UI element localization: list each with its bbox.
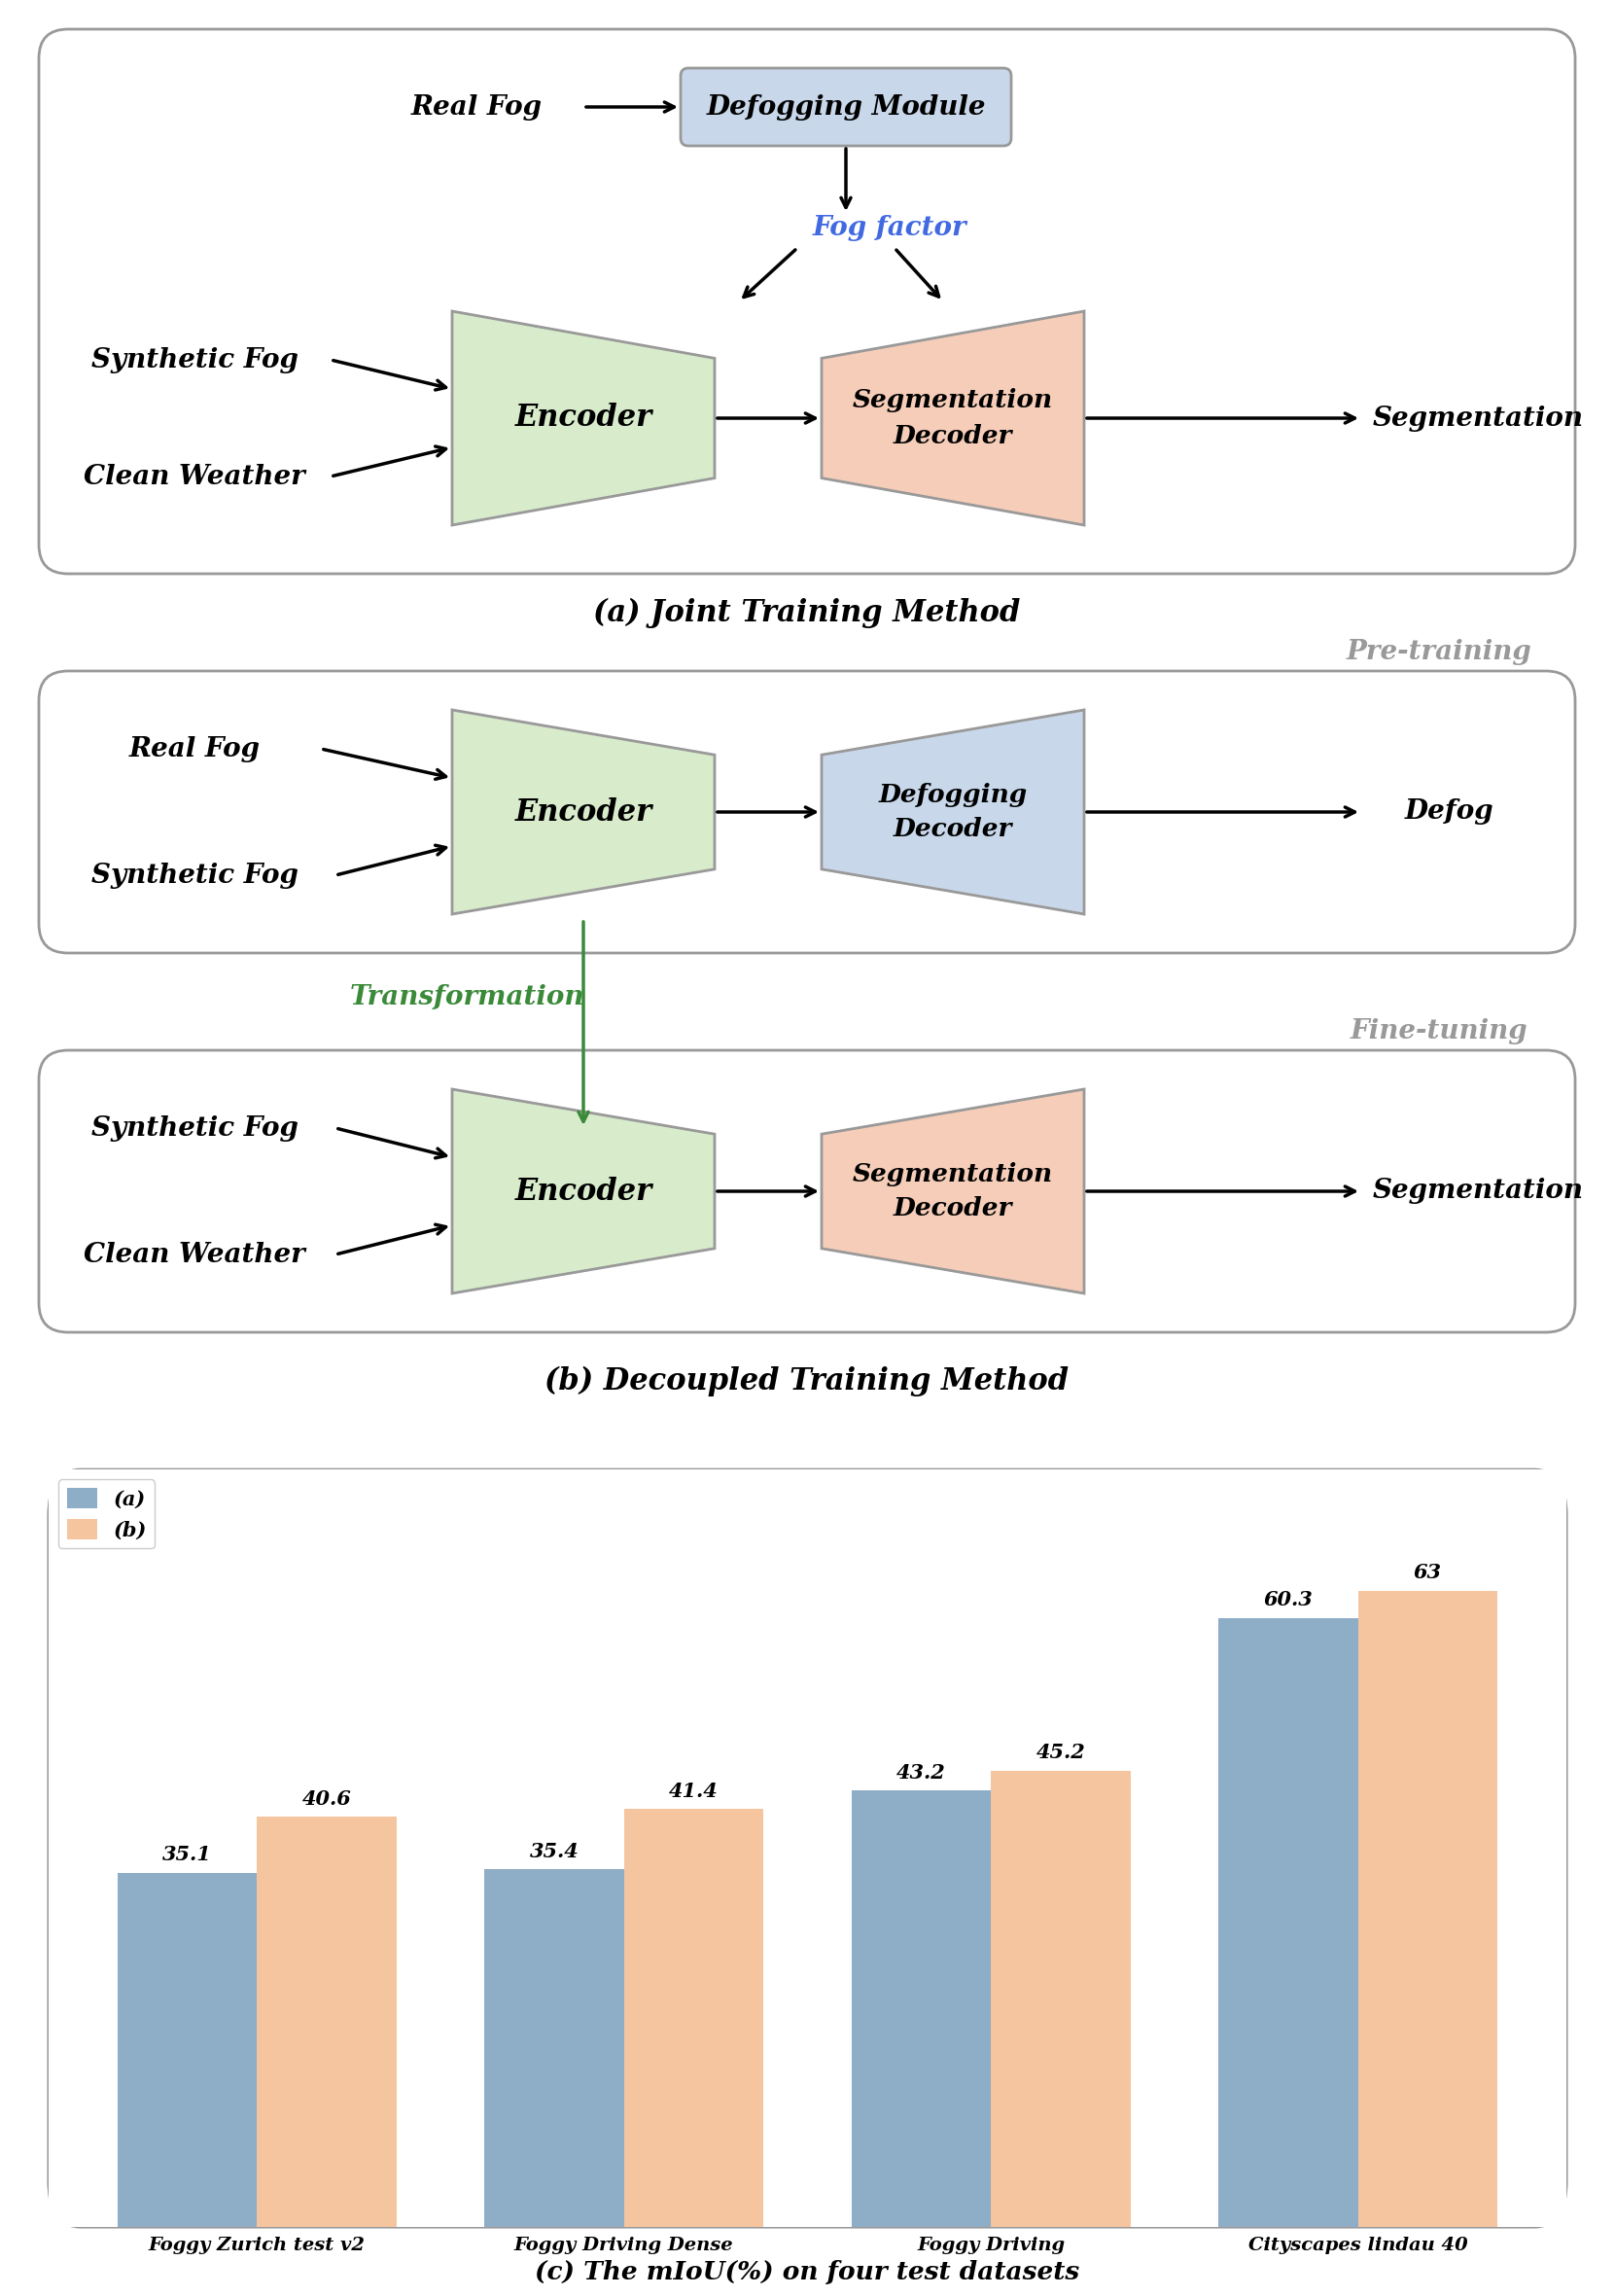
Polygon shape [822, 709, 1084, 914]
Text: Decoder: Decoder [893, 817, 1013, 843]
FancyBboxPatch shape [39, 30, 1575, 574]
Polygon shape [822, 1088, 1084, 1293]
Text: 63: 63 [1413, 1564, 1442, 1582]
Text: Clean Weather: Clean Weather [84, 1242, 305, 1267]
Text: 45.2: 45.2 [1037, 1743, 1085, 1763]
Text: 40.6: 40.6 [302, 1789, 352, 1809]
Text: 35.4: 35.4 [530, 1841, 578, 1862]
Text: (a) Joint Training Method: (a) Joint Training Method [593, 597, 1021, 627]
Text: Decoder: Decoder [893, 422, 1013, 448]
Text: Real Fog: Real Fog [410, 94, 543, 119]
Text: 35.1: 35.1 [163, 1846, 212, 1864]
Bar [623, 1809, 764, 2227]
Bar [851, 1791, 992, 2227]
Text: Defogging Module: Defogging Module [706, 94, 985, 119]
Text: Synthetic Fog: Synthetic Fog [90, 347, 297, 372]
Text: Segmentation: Segmentation [1373, 1178, 1583, 1205]
FancyBboxPatch shape [39, 670, 1575, 953]
Bar [484, 1869, 623, 2227]
Polygon shape [452, 1088, 715, 1293]
Text: Fine-tuning: Fine-tuning [1350, 1017, 1528, 1045]
Text: Transformation: Transformation [349, 983, 585, 1010]
Text: Synthetic Fog: Synthetic Fog [90, 1116, 297, 1141]
Text: 60.3: 60.3 [1263, 1591, 1313, 1609]
Text: Fog factor: Fog factor [812, 216, 967, 241]
Text: Decoder: Decoder [893, 1196, 1013, 1221]
Text: Segmentation: Segmentation [853, 1162, 1053, 1187]
Legend: (a), (b): (a), (b) [58, 1479, 155, 1548]
Text: Pre-training: Pre-training [1347, 638, 1531, 664]
Text: Real Fog: Real Fog [129, 735, 260, 762]
Text: Encoder: Encoder [515, 1176, 652, 1205]
Polygon shape [822, 312, 1084, 526]
Polygon shape [452, 709, 715, 914]
Bar [992, 1770, 1130, 2227]
Bar [257, 1816, 396, 2227]
Text: (b) Decoupled Training Method: (b) Decoupled Training Method [544, 1366, 1069, 1396]
Text: 41.4: 41.4 [669, 1782, 719, 1800]
Text: Segmentation: Segmentation [1373, 404, 1583, 432]
Text: Defogging: Defogging [879, 783, 1027, 806]
Text: Synthetic Fog: Synthetic Fog [90, 861, 297, 889]
Text: (c) The mIoU(%) on four test datasets: (c) The mIoU(%) on four test datasets [535, 2259, 1080, 2285]
FancyBboxPatch shape [680, 69, 1011, 147]
Polygon shape [452, 312, 715, 526]
Text: Clean Weather: Clean Weather [84, 464, 305, 489]
FancyBboxPatch shape [39, 1049, 1575, 1332]
Text: Encoder: Encoder [515, 797, 652, 827]
Text: Encoder: Encoder [515, 404, 652, 434]
Bar [1358, 1591, 1497, 2227]
Text: 43.2: 43.2 [896, 1763, 946, 1782]
Text: Defog: Defog [1403, 799, 1494, 824]
Bar [118, 1874, 257, 2227]
Bar [1219, 1619, 1358, 2227]
Text: Segmentation: Segmentation [853, 388, 1053, 413]
